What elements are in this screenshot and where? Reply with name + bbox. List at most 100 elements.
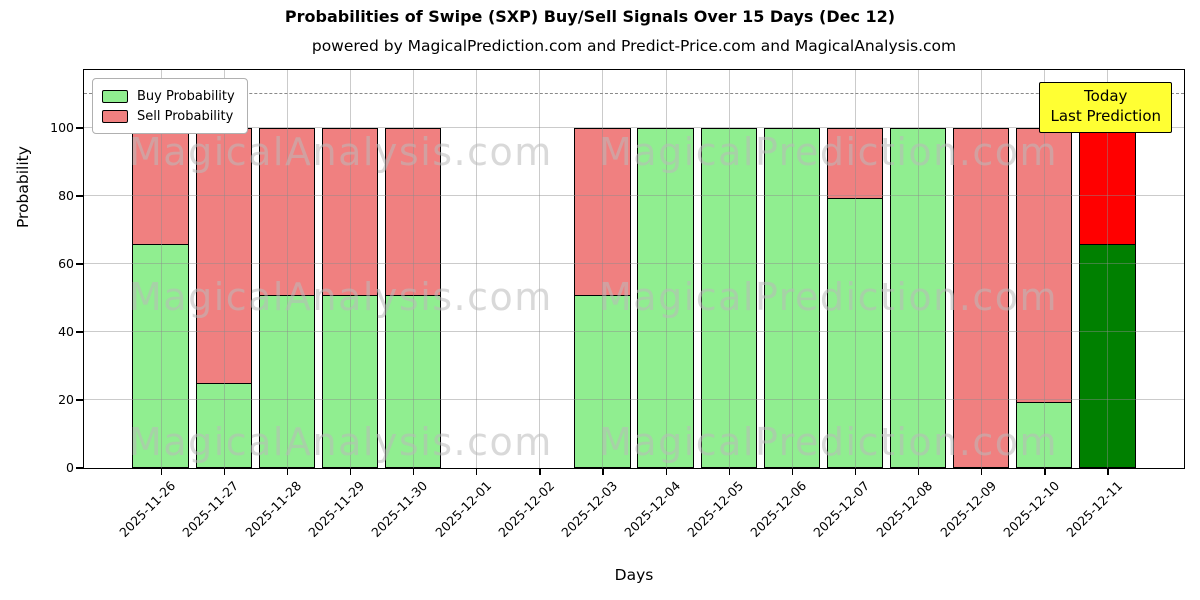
bar-slot-2025-12-08: 2025-12-08 xyxy=(874,70,950,540)
x-tick-mark xyxy=(539,469,541,475)
buy-segment xyxy=(195,383,252,468)
buy-segment xyxy=(384,294,442,468)
bar-slot-2025-11-29: 2025-11-29 xyxy=(306,70,381,540)
chart-subtitle: powered by MagicalPrediction.com and Pre… xyxy=(311,37,957,55)
x-tick-mark xyxy=(918,469,920,475)
plot-area: 2025-11-26 2025-11-27 2025-11-28 2025-11-29… xyxy=(76,69,1185,540)
x-tick-mark xyxy=(728,469,730,475)
sell-segment xyxy=(826,128,884,198)
legend-entry: Sell Probability xyxy=(102,106,235,126)
chart-title: Probabilities of Swipe (SXP) Buy/Sell Si… xyxy=(284,7,896,26)
y-tick-mark xyxy=(76,263,83,265)
vertical-gridline xyxy=(286,70,288,468)
x-tick-mark xyxy=(160,469,162,475)
vertical-gridline xyxy=(981,70,983,468)
x-tick-label: 2025-12-05 xyxy=(684,478,747,540)
y-tick-mark xyxy=(76,195,83,197)
legend-label: Buy Probability xyxy=(137,88,235,104)
x-tick-mark xyxy=(223,469,225,475)
x-tick-mark xyxy=(981,469,983,475)
vertical-gridline xyxy=(1044,70,1046,468)
y-tick-label: 60 xyxy=(58,256,74,271)
vertical-gridline xyxy=(602,70,604,468)
sell-segment xyxy=(1016,128,1073,402)
vertical-gridline xyxy=(918,70,920,468)
buy-segment xyxy=(1079,243,1136,468)
vertical-gridline xyxy=(665,70,667,468)
buy-segment xyxy=(574,294,631,468)
annotation-line2: Last Prediction xyxy=(1050,107,1161,126)
stacked-bar-2025-11-27 xyxy=(195,128,252,468)
vertical-gridline xyxy=(160,70,162,468)
y-tick-label: 100 xyxy=(50,120,74,135)
stacked-bar-2025-12-04 xyxy=(637,128,694,468)
y-tick-mark xyxy=(76,331,83,333)
bar-slot-2025-11-28: 2025-11-28 xyxy=(242,70,318,540)
dashed-threshold-line xyxy=(84,93,1184,94)
buy-segment xyxy=(889,128,947,468)
sell-segment xyxy=(574,128,631,295)
bar-slot-2025-12-11: 2025-12-11 xyxy=(1063,70,1139,540)
bar-slot-2025-11-27: 2025-11-27 xyxy=(179,70,255,540)
y-tick-label: 0 xyxy=(66,460,74,475)
legend: Buy Probability Sell Probability xyxy=(92,78,248,134)
stacked-bar-2025-12-11 xyxy=(1079,128,1136,468)
y-tick-label: 20 xyxy=(58,392,74,407)
legend-swatch-icon xyxy=(102,89,128,103)
stacked-bar-2025-12-09 xyxy=(953,128,1010,468)
horizontal-gridline xyxy=(84,263,1184,264)
stacked-bar-2025-11-26 xyxy=(132,128,189,468)
x-tick-mark xyxy=(791,469,794,475)
stacked-bar-2025-12-10 xyxy=(1016,128,1073,468)
y-tick-mark xyxy=(76,127,83,129)
y-tick-label: 40 xyxy=(58,324,74,339)
stacked-bar-2025-11-29 xyxy=(321,128,379,468)
vertical-gridline xyxy=(413,70,415,468)
x-tick-label: 2025-12-10 xyxy=(999,478,1062,540)
vertical-gridline xyxy=(476,70,478,468)
bar-slot-2025-12-05: 2025-12-05 xyxy=(684,70,760,540)
bar-slot-2025-11-30: 2025-11-30 xyxy=(369,70,445,540)
annotation-line1: Today xyxy=(1084,87,1128,105)
stacked-bar-2025-12-03 xyxy=(574,128,631,468)
x-tick-label: 2025-12-06 xyxy=(747,478,810,540)
x-tick-label: 2025-11-28 xyxy=(242,478,305,540)
stacked-bar-2025-12-07 xyxy=(826,128,884,468)
buy-segment xyxy=(700,128,757,468)
y-tick-mark xyxy=(76,399,83,401)
x-tick-label: 2025-11-29 xyxy=(305,478,368,540)
x-tick-label: 2025-11-26 xyxy=(116,478,179,540)
sell-segment xyxy=(384,128,442,295)
x-tick-label: 2025-12-03 xyxy=(558,478,621,540)
x-tick-label: 2025-12-02 xyxy=(494,478,557,540)
bar-slot-2025-12-06: 2025-12-06 xyxy=(747,70,823,540)
x-tick-mark xyxy=(476,469,478,475)
vertical-gridline xyxy=(854,70,856,468)
bar-slot-2025-12-10: 2025-12-10 xyxy=(1000,70,1076,540)
bar-slot-2025-12-04: 2025-12-04 xyxy=(621,70,697,540)
sell-segment xyxy=(258,128,315,295)
sell-segment xyxy=(132,128,189,244)
x-tick-label: 2025-12-07 xyxy=(810,478,873,540)
today-annotation: Today Last Prediction xyxy=(1039,82,1172,133)
legend-swatch-icon xyxy=(102,109,128,123)
buy-segment xyxy=(763,128,820,468)
vertical-gridline xyxy=(349,70,351,468)
horizontal-gridline xyxy=(84,331,1184,332)
x-tick-mark xyxy=(602,469,604,475)
y-tick-label: 80 xyxy=(58,188,74,203)
buy-segment xyxy=(637,128,694,468)
stacked-bar-2025-11-30 xyxy=(384,128,442,468)
bar-slot-2025-12-01: 2025-12-01 xyxy=(432,70,508,540)
stacked-bar-2025-12-08 xyxy=(889,128,947,468)
horizontal-gridline xyxy=(84,195,1184,196)
x-tick-mark xyxy=(413,469,415,475)
y-tick-mark xyxy=(76,467,83,469)
sell-segment xyxy=(1079,128,1136,244)
x-tick-mark xyxy=(349,469,352,475)
x-tick-mark xyxy=(665,469,667,475)
x-axis-label: Days xyxy=(614,566,654,584)
x-tick-mark xyxy=(1107,469,1109,475)
sell-segment xyxy=(953,128,1010,468)
x-tick-label: 2025-12-08 xyxy=(873,478,936,540)
